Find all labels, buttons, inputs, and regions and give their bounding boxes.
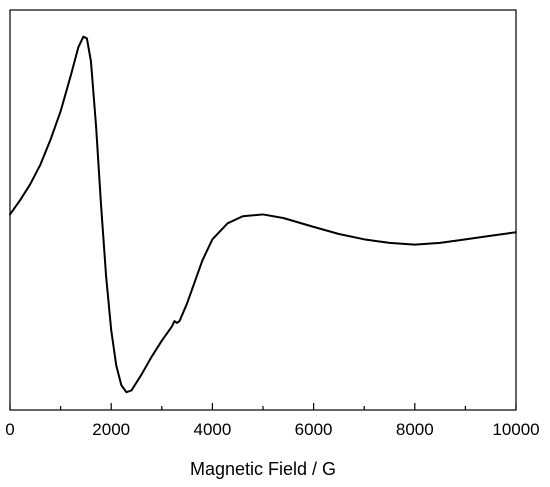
- x-axis-label: Magnetic Field / G: [190, 459, 336, 479]
- x-tick-label: 10000: [492, 420, 539, 439]
- series-line: [9, 35, 517, 394]
- x-tick-label: 6000: [295, 420, 333, 439]
- x-tick-label: 4000: [193, 420, 231, 439]
- x-tick-label: 0: [5, 420, 14, 439]
- x-axis-ticks: [9, 403, 517, 410]
- plot-frame: [9, 9, 517, 411]
- x-tick-label: 8000: [396, 420, 434, 439]
- x-tick-label: 2000: [92, 420, 130, 439]
- x-axis-tick-labels: 0 2000 4000 6000 8000 10000: [5, 420, 539, 439]
